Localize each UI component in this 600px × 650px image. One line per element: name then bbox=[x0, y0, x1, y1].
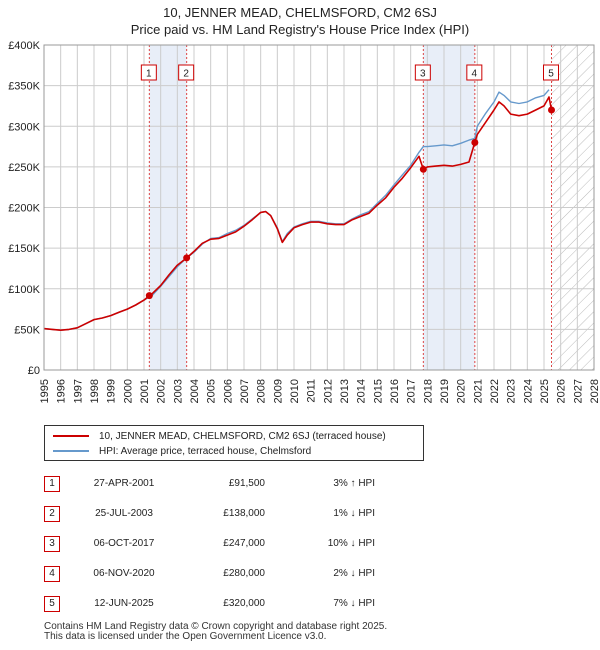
x-tick-label: 2025 bbox=[539, 379, 551, 403]
sale-label-3: 3 bbox=[420, 69, 426, 80]
sale-point-2 bbox=[183, 254, 191, 262]
price-chart: 1 2 3 4 5 £0 £50K £100K £150K £200K £250K £300K £35… bbox=[8, 40, 600, 403]
sale-date: 06-NOV-2020 bbox=[93, 568, 155, 579]
legend-label-hpi: HPI: Average price, terraced house, Chel… bbox=[99, 445, 312, 457]
footer-copyright: Contains HM Land Registry data © Crown c… bbox=[44, 621, 388, 632]
x-tick-label: 2017 bbox=[406, 379, 418, 403]
x-tick-label: 2005 bbox=[206, 379, 218, 403]
x-tick-label: 2028 bbox=[589, 379, 600, 403]
table-row: 1 27-APR-2001 £91,500 3% ↑ HPI bbox=[0, 474, 600, 492]
x-tick-label: 2027 bbox=[572, 379, 584, 403]
x-tick-label: 2021 bbox=[472, 379, 484, 403]
table-row: 2 25-JUL-2003 £138,000 1% ↓ HPI bbox=[0, 504, 600, 522]
sale-price: £320,000 bbox=[223, 598, 265, 609]
sale-label-box-1 bbox=[140, 64, 157, 81]
footer: Contains HM Land Registry data © Crown c… bbox=[44, 622, 387, 642]
legend-label-property: 10, JENNER MEAD, CHELMSFORD, CM2 6SJ (te… bbox=[99, 430, 386, 442]
x-tick-label: 2013 bbox=[339, 379, 351, 403]
sale-price: £280,000 bbox=[223, 568, 265, 579]
sale-date: 12-JUN-2025 bbox=[94, 598, 154, 609]
x-tick-label: 1995 bbox=[39, 379, 51, 403]
x-tick-label: 2007 bbox=[239, 379, 251, 403]
x-tick-label: 2006 bbox=[222, 379, 234, 403]
sale-label-4: 4 bbox=[472, 69, 478, 80]
sale-label-box-4 bbox=[466, 64, 483, 81]
sale-number-badge: 5 bbox=[44, 596, 60, 612]
x-tick-label: 2003 bbox=[172, 379, 184, 403]
x-tick-label: 2009 bbox=[272, 379, 284, 403]
y-tick-label: £300K bbox=[8, 121, 40, 133]
x-tick-label: 2023 bbox=[506, 379, 518, 403]
x-tick-label: 2000 bbox=[122, 379, 134, 403]
sale-label-1: 1 bbox=[146, 69, 152, 80]
sale-number-badge: 4 bbox=[44, 566, 60, 582]
sale-hpi-diff: 7% ↓ HPI bbox=[333, 598, 375, 609]
chart-title-line2: Price paid vs. HM Land Registry's House … bbox=[130, 22, 470, 37]
sale-hpi-diff: 1% ↓ HPI bbox=[333, 508, 375, 519]
y-tick-label: £150K bbox=[8, 243, 40, 255]
sale-price: £247,000 bbox=[223, 538, 265, 549]
x-tick-label: 2008 bbox=[256, 379, 268, 403]
x-tick-label: 2019 bbox=[439, 379, 451, 403]
sale-label-5: 5 bbox=[548, 69, 554, 80]
y-tick-label: £100K bbox=[8, 284, 40, 296]
y-tick-label: £350K bbox=[8, 81, 40, 93]
x-tick-label: 2016 bbox=[389, 379, 401, 403]
sale-label-2: 2 bbox=[183, 69, 189, 80]
legend-item-hpi: HPI: Average price, terraced house, Chel… bbox=[53, 444, 311, 458]
y-tick-label: £250K bbox=[8, 162, 40, 174]
sale-label-box-5 bbox=[543, 64, 559, 81]
legend-swatch-property bbox=[53, 435, 89, 437]
plot-border bbox=[43, 44, 595, 371]
x-tick-label: 2024 bbox=[522, 379, 534, 403]
legend-swatch-hpi bbox=[53, 450, 89, 452]
y-tick-label: £200K bbox=[8, 203, 40, 215]
sale-point-4 bbox=[471, 139, 479, 146]
sale-price: £138,000 bbox=[223, 508, 265, 519]
sale-date: 06-OCT-2017 bbox=[93, 538, 155, 549]
y-tick-label: £400K bbox=[8, 40, 40, 52]
sale-number-badge: 3 bbox=[44, 536, 60, 552]
x-tick-label: 2022 bbox=[489, 379, 501, 403]
sale-date: 27-APR-2001 bbox=[93, 478, 155, 489]
chart-title-line1: 10, JENNER MEAD, CHELMSFORD, CM2 6SJ bbox=[163, 5, 437, 20]
y-tick-label: £50K bbox=[14, 324, 40, 336]
chart-title: 10, JENNER MEAD, CHELMSFORD, CM2 6SJ Pri… bbox=[0, 4, 600, 38]
sale-price: £91,500 bbox=[228, 478, 265, 489]
x-tick-label: 2011 bbox=[306, 379, 318, 403]
sale-point-5 bbox=[548, 106, 555, 114]
x-tick-label: 1997 bbox=[72, 379, 84, 403]
property-price-line bbox=[43, 96, 553, 331]
x-tick-label: 2010 bbox=[289, 379, 301, 403]
sale-hpi-diff: 2% ↓ HPI bbox=[333, 568, 375, 579]
x-tick-label: 1996 bbox=[56, 379, 68, 403]
sale-hpi-diff: 10% ↓ HPI bbox=[327, 538, 375, 549]
x-tick-label: 2002 bbox=[156, 379, 168, 403]
table-row: 4 06-NOV-2020 £280,000 2% ↓ HPI bbox=[0, 564, 600, 582]
sale-label-box-3 bbox=[414, 64, 431, 81]
x-tick-label: 2001 bbox=[139, 379, 151, 403]
x-tick-label: 2018 bbox=[422, 379, 434, 403]
x-tick-label: 2014 bbox=[356, 379, 368, 403]
legend: 10, JENNER MEAD, CHELMSFORD, CM2 6SJ (te… bbox=[44, 425, 424, 461]
table-row: 5 12-JUN-2025 £320,000 7% ↓ HPI bbox=[0, 594, 600, 612]
sale-hpi-diff: 3% ↑ HPI bbox=[333, 478, 375, 489]
sale-number-badge: 2 bbox=[44, 506, 60, 522]
x-tick-label: 1999 bbox=[106, 379, 118, 403]
sale-number-badge: 1 bbox=[44, 476, 60, 492]
x-tick-label: 2015 bbox=[372, 379, 384, 403]
sale-point-1 bbox=[145, 292, 153, 300]
sale-point-3 bbox=[419, 165, 427, 173]
x-tick-label: 2026 bbox=[556, 379, 568, 403]
x-tick-label: 1998 bbox=[89, 379, 101, 403]
y-tick-label: £0 bbox=[28, 365, 40, 377]
x-tick-label: 2012 bbox=[322, 379, 334, 403]
sale-date: 25-JUL-2003 bbox=[95, 508, 153, 519]
x-tick-label: 2004 bbox=[189, 379, 201, 403]
legend-item-property: 10, JENNER MEAD, CHELMSFORD, CM2 6SJ (te… bbox=[53, 429, 386, 443]
sale-label-box-2 bbox=[178, 64, 195, 81]
table-row: 3 06-OCT-2017 £247,000 10% ↓ HPI bbox=[0, 534, 600, 552]
x-tick-label: 2020 bbox=[456, 379, 468, 403]
footer-licence: This data is licensed under the Open Gov… bbox=[44, 631, 327, 642]
